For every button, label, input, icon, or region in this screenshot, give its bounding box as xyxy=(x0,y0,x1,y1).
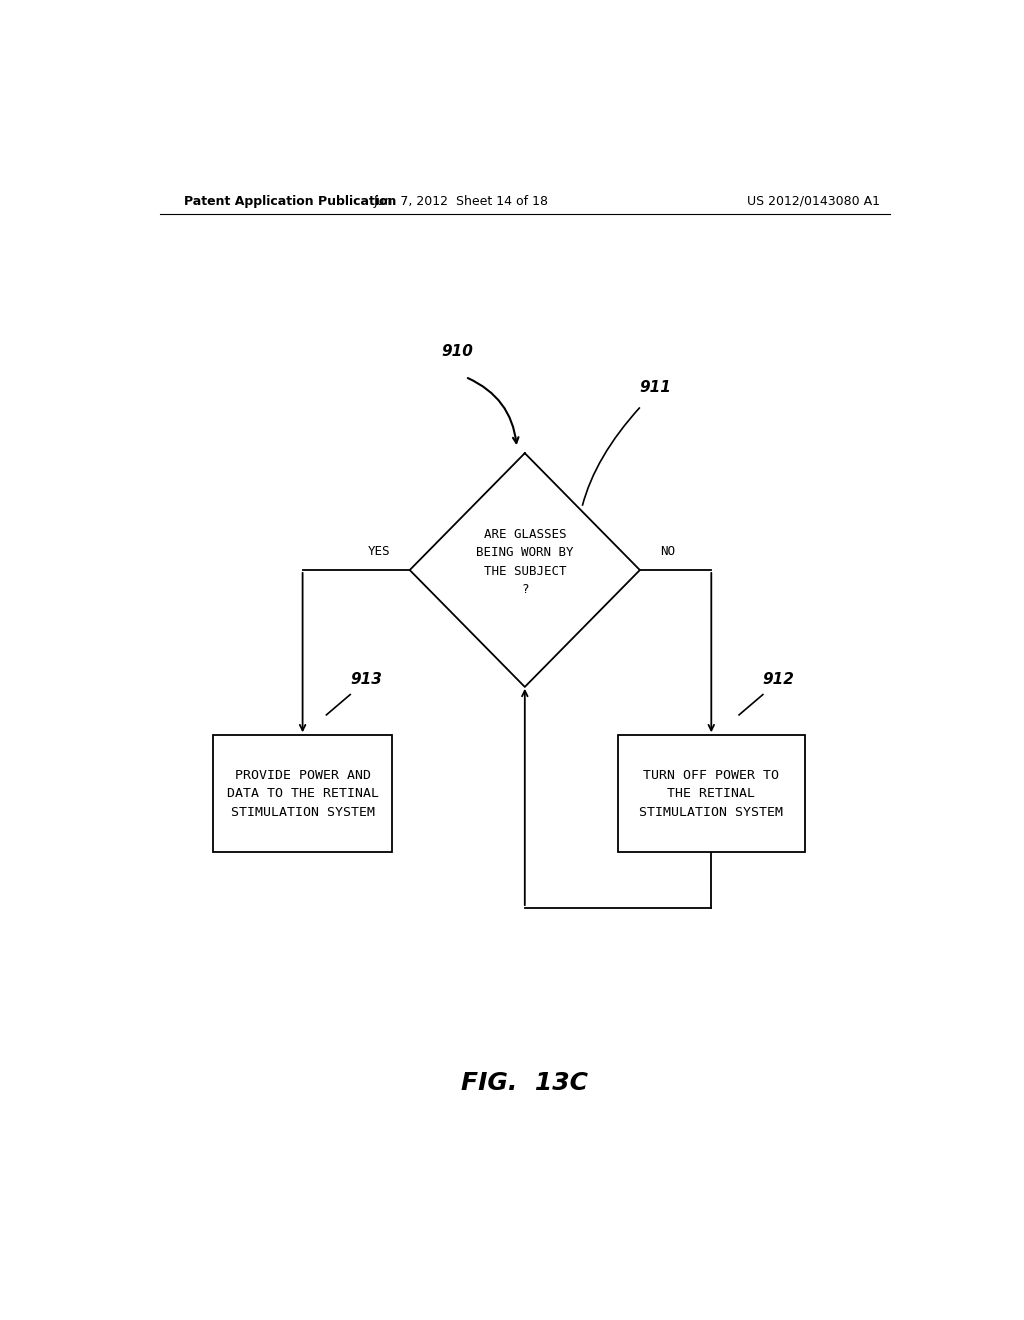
Text: Patent Application Publication: Patent Application Publication xyxy=(183,194,396,207)
Text: 913: 913 xyxy=(350,672,382,686)
Text: NO: NO xyxy=(659,545,675,558)
Text: PROVIDE POWER AND
DATA TO THE RETINAL
STIMULATION SYSTEM: PROVIDE POWER AND DATA TO THE RETINAL ST… xyxy=(226,768,379,818)
Text: US 2012/0143080 A1: US 2012/0143080 A1 xyxy=(748,194,880,207)
Text: ARE GLASSES
BEING WORN BY
THE SUBJECT
?: ARE GLASSES BEING WORN BY THE SUBJECT ? xyxy=(476,528,573,597)
FancyBboxPatch shape xyxy=(213,735,392,853)
Text: YES: YES xyxy=(368,545,390,558)
Text: Jun. 7, 2012  Sheet 14 of 18: Jun. 7, 2012 Sheet 14 of 18 xyxy=(374,194,549,207)
Text: 910: 910 xyxy=(441,345,473,359)
FancyBboxPatch shape xyxy=(618,735,805,853)
Text: 912: 912 xyxy=(763,672,795,686)
Text: 911: 911 xyxy=(640,380,672,395)
Text: FIG.  13C: FIG. 13C xyxy=(461,1072,589,1096)
Text: TURN OFF POWER TO
THE RETINAL
STIMULATION SYSTEM: TURN OFF POWER TO THE RETINAL STIMULATIO… xyxy=(639,768,783,818)
